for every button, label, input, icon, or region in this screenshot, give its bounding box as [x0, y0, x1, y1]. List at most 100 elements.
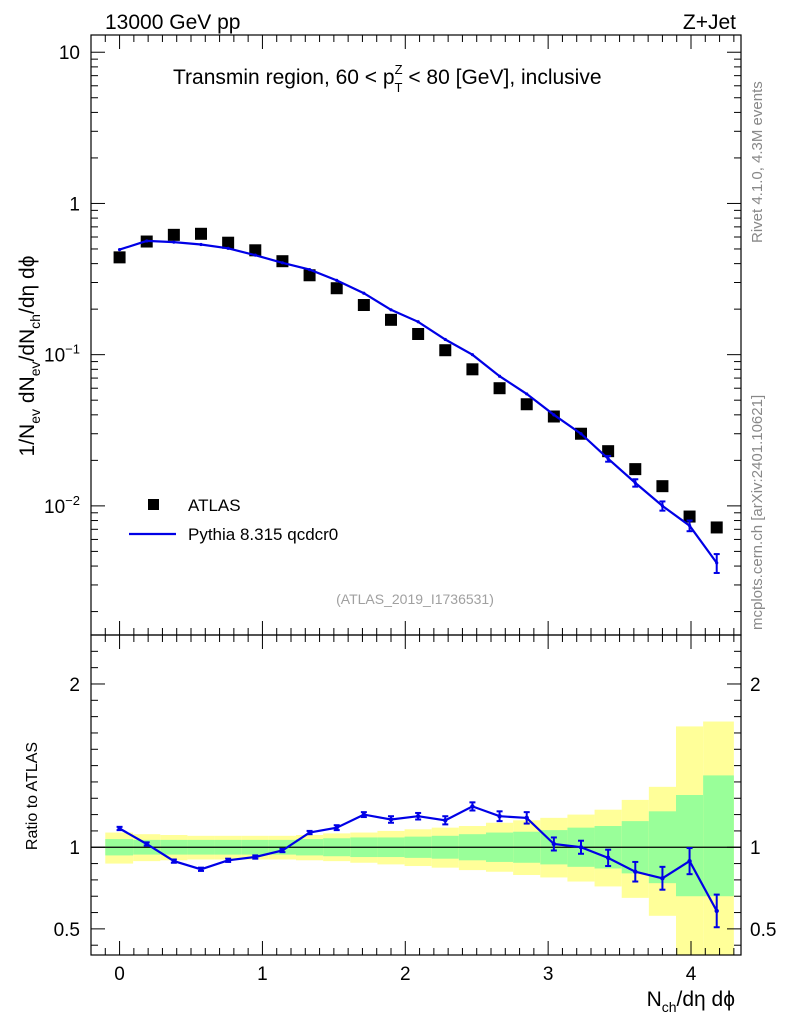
y-tick-label: 1 — [69, 838, 80, 859]
ratio-point — [470, 804, 475, 809]
y-tick-label: 1 — [69, 194, 80, 215]
ratio-point — [687, 858, 692, 864]
ratio-point — [144, 841, 149, 847]
ratio-point — [253, 854, 258, 860]
x-tick-label: 3 — [543, 964, 554, 985]
data-point — [276, 255, 289, 268]
mc-point — [145, 239, 149, 243]
mc-point — [525, 392, 529, 396]
title-sup: Z — [395, 62, 403, 77]
data-point — [303, 269, 316, 282]
data-point — [629, 463, 642, 476]
mc-point — [172, 240, 176, 244]
x-tick-label: 4 — [686, 964, 697, 985]
ratio-xlabel: Nch/dη dϕ — [647, 988, 735, 1015]
ratio-point — [443, 818, 448, 823]
title-sub: T — [395, 80, 403, 95]
ratio-point — [361, 812, 367, 817]
header-left: 13000 GeV pp — [105, 11, 240, 34]
legend-marker-atlas — [148, 499, 159, 510]
mc-point — [416, 320, 420, 324]
ratio-point — [551, 841, 557, 847]
mc-point — [226, 246, 230, 250]
ratio-panel: 0 1 2 3 4 2 2 1 1 0.5 0.5 Ratio to ATLAS Nch/dη dϕ — [24, 634, 776, 1015]
mc-point — [687, 524, 692, 528]
y-tick-label: 10 — [59, 43, 80, 64]
y-tick-label: 2 — [69, 675, 80, 696]
y-tick-label: 0.5 — [54, 920, 80, 941]
mc-point — [362, 291, 366, 295]
mcplots-label: mcplots.cern.ch [arXiv:2401.10621] — [749, 395, 766, 630]
data-point — [195, 227, 207, 240]
data-point — [167, 228, 180, 241]
mc-point — [307, 268, 312, 272]
mc-point — [715, 561, 719, 565]
data-point — [602, 445, 615, 458]
ratio-point — [307, 830, 312, 835]
legend-label-pythia: Pythia 8.315 qcdcr0 — [188, 525, 338, 544]
ratio-frame — [90, 634, 742, 956]
data-point — [249, 244, 262, 257]
y-tick-label: 10−2 — [44, 493, 80, 518]
ratio-point — [714, 908, 719, 914]
y-tick-label-right: 2 — [750, 675, 761, 696]
mc-point — [470, 353, 475, 357]
x-tick-label: 0 — [114, 964, 125, 985]
data-point — [412, 327, 425, 340]
ratio-point — [171, 858, 177, 864]
mc-point — [199, 242, 203, 247]
data-point — [113, 251, 126, 264]
data-point — [439, 344, 452, 357]
mc-point — [606, 457, 610, 461]
ratio-plot-area — [91, 721, 741, 955]
ratio-point — [633, 869, 638, 874]
band-inner — [676, 795, 704, 897]
ratio-point — [117, 826, 122, 831]
y-tick-label: 10−1 — [44, 342, 80, 367]
y-tick-label-right: 1 — [750, 838, 761, 859]
mc-point — [660, 504, 665, 508]
y-tick-label-right: 0.5 — [750, 920, 776, 941]
x-tick-label: 1 — [257, 964, 268, 985]
header-right: Z+Jet — [683, 11, 736, 34]
rivet-label: Rivet 4.1.0, 4.3M events — [749, 81, 766, 243]
title-tail: < 80 [GeV], inclusive — [403, 66, 602, 89]
ratio-point — [605, 855, 611, 861]
title-text: Transmin region, 60 < p — [173, 66, 395, 89]
analysis-watermark: (ATLAS_2019_I1736531) — [336, 591, 494, 607]
data-point — [357, 299, 370, 312]
mc-point — [497, 374, 502, 378]
ratio-point — [280, 848, 285, 853]
mc-point — [117, 248, 122, 252]
data-point — [466, 363, 479, 376]
band-inner — [703, 775, 734, 897]
ratio-point — [415, 814, 421, 819]
legend: ATLAS Pythia 8.315 qcdcr0 — [129, 496, 338, 544]
ratio-point — [198, 867, 204, 872]
data-point — [656, 480, 669, 493]
main-axes: 10 1 10−1 10−2 — [44, 35, 741, 635]
mc-point — [633, 481, 637, 485]
mc-point — [280, 261, 285, 265]
ratio-axes: 0 1 2 3 4 2 2 1 1 0.5 0.5 — [54, 635, 776, 985]
main-plot-area — [113, 227, 723, 574]
main-panel: 10 1 10−1 10−2 Transmin region, 60 < pZ T < … — [16, 34, 742, 636]
main-ylabel: 1/Nev dNev/dNch/dη dϕ — [16, 256, 43, 457]
data-point — [493, 382, 506, 395]
ratio-point — [660, 876, 665, 881]
ratio-point — [334, 825, 339, 830]
data-point — [710, 521, 723, 534]
mc-point — [552, 413, 556, 417]
data-point — [222, 236, 235, 249]
ratio-point — [225, 858, 231, 863]
ratio-point — [524, 815, 529, 821]
ratio-ylabel: Ratio to ATLAS — [24, 742, 41, 850]
mc-point — [579, 432, 583, 436]
ratio-point — [497, 814, 502, 819]
mc-point — [389, 308, 393, 312]
mc-point — [443, 337, 447, 342]
data-point — [385, 313, 397, 326]
data-point — [520, 398, 533, 411]
data-point — [330, 282, 343, 295]
